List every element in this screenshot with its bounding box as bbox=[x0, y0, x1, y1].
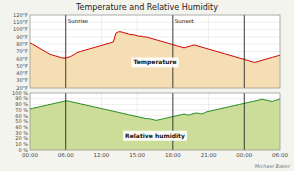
x-tick-label: 21:00 bbox=[201, 152, 217, 158]
x-tick-label: 15:00 bbox=[129, 152, 145, 158]
annotation: Sunset bbox=[175, 18, 195, 24]
label-background bbox=[123, 131, 187, 141]
grid-line bbox=[30, 36, 280, 37]
x-tick-label: 00:00 bbox=[22, 152, 38, 158]
event-line bbox=[244, 15, 245, 88]
credit: Michael Baker bbox=[255, 163, 291, 169]
x-tick-label: 18:00 bbox=[165, 152, 181, 158]
event-line bbox=[65, 15, 66, 88]
area bbox=[30, 32, 280, 88]
x-tick-label: 12:00 bbox=[93, 152, 109, 158]
label-background bbox=[131, 57, 178, 67]
y-tick-label: 90 % bbox=[15, 95, 28, 101]
y-tick-label: 30°F bbox=[16, 77, 28, 83]
y-tick-label: 30 % bbox=[15, 130, 28, 136]
grid-line bbox=[244, 93, 245, 150]
plot-frame bbox=[30, 93, 280, 150]
event-line bbox=[65, 93, 66, 150]
event-line bbox=[172, 93, 173, 150]
y-tick-label: 70 % bbox=[15, 107, 28, 113]
x-tick-label: 06:00 bbox=[58, 152, 74, 158]
y-tick-label: 120°F bbox=[13, 12, 28, 18]
title: Temperature and Relative Humidity bbox=[75, 3, 218, 12]
y-tick-label: 20 % bbox=[15, 135, 28, 141]
plot-background bbox=[30, 15, 280, 88]
y-tick-label: 100 % bbox=[12, 90, 28, 96]
y-tick-label: 40°F bbox=[16, 70, 28, 76]
plot-background bbox=[30, 93, 280, 150]
panel-label: Relative humidity bbox=[125, 132, 185, 140]
y-tick-label: 90°F bbox=[16, 34, 28, 40]
chart: Temperature and Relative Humidity20°F30°… bbox=[0, 0, 294, 171]
event-line bbox=[244, 93, 245, 150]
grid-line bbox=[65, 15, 66, 88]
annotation: Sunrise bbox=[68, 18, 89, 24]
y-tick-label: 100°F bbox=[13, 26, 28, 32]
grid-line bbox=[244, 15, 245, 88]
plot-area bbox=[30, 15, 280, 88]
y-tick-label: 60°F bbox=[16, 56, 28, 62]
y-tick-label: 80°F bbox=[16, 41, 28, 47]
grid-line bbox=[30, 98, 280, 99]
grid-line bbox=[172, 93, 173, 150]
panel-label: Temperature bbox=[133, 58, 176, 66]
x-tick-label: 06:00 bbox=[272, 152, 288, 158]
area bbox=[30, 99, 280, 150]
y-tick-label: 110°F bbox=[13, 19, 28, 25]
plot-frame bbox=[30, 15, 280, 88]
y-tick-label: 80 % bbox=[15, 101, 28, 107]
y-tick-label: 70°F bbox=[16, 48, 28, 54]
y-tick-label: 50 % bbox=[15, 118, 28, 124]
y-tick-label: 10 % bbox=[15, 141, 28, 147]
y-tick-label: 50°F bbox=[16, 63, 28, 69]
event-line bbox=[172, 15, 173, 88]
x-tick-label: 00:00 bbox=[236, 152, 252, 158]
plot-area bbox=[30, 93, 280, 150]
grid-line bbox=[65, 93, 66, 150]
line bbox=[30, 99, 280, 121]
grid-line bbox=[172, 15, 173, 88]
grid-line bbox=[30, 29, 280, 30]
y-tick-label: 60 % bbox=[15, 113, 28, 119]
y-tick-label: 40 % bbox=[15, 124, 28, 130]
